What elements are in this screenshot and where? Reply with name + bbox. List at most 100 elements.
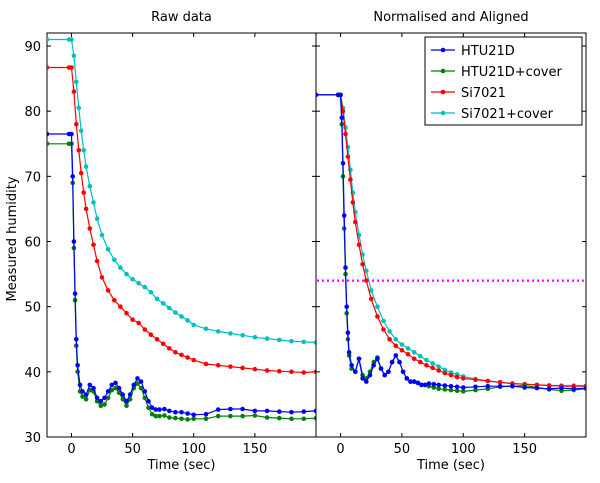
data-point — [130, 277, 135, 282]
data-point — [387, 337, 392, 342]
data-point — [142, 395, 148, 401]
data-point — [389, 359, 395, 365]
data-point — [264, 415, 270, 420]
data-point — [76, 148, 82, 153]
data-point — [87, 382, 93, 388]
series-line-si7021-plus-cover — [47, 38, 316, 344]
data-point — [136, 320, 141, 326]
series-line-htu21d-plus-cover — [47, 143, 316, 421]
data-point — [497, 380, 503, 385]
data-point — [546, 383, 552, 388]
data-point — [382, 372, 388, 378]
data-point — [473, 377, 478, 383]
data-point — [360, 376, 365, 381]
data-point — [167, 415, 172, 420]
data-point — [47, 65, 50, 70]
data-point — [149, 405, 155, 411]
x-tick-label: 100 — [451, 442, 476, 457]
data-point — [454, 374, 460, 380]
legend-item-htu21d: HTU21D — [431, 44, 515, 59]
data-point — [162, 413, 167, 418]
data-point — [135, 376, 140, 381]
data-point — [120, 392, 126, 397]
data-point — [381, 318, 386, 324]
data-point — [98, 398, 104, 404]
data-point — [301, 370, 307, 375]
data-point — [94, 395, 100, 401]
data-point — [228, 364, 233, 369]
data-point — [252, 413, 258, 418]
data-point — [404, 376, 410, 381]
data-point — [344, 304, 350, 310]
data-point — [70, 174, 75, 179]
data-point — [153, 413, 159, 419]
data-point — [448, 372, 454, 378]
data-point — [393, 343, 399, 349]
legend-label: Si7021+cover — [461, 107, 554, 122]
data-point — [203, 326, 209, 332]
data-point — [349, 363, 354, 368]
legend-label: Si7021 — [461, 86, 506, 101]
data-point — [72, 291, 78, 296]
data-point — [69, 131, 74, 137]
data-point — [461, 385, 466, 390]
data-point — [83, 396, 89, 402]
data-point — [313, 340, 316, 345]
data-point — [80, 394, 85, 399]
data-point — [94, 216, 100, 221]
data-point — [116, 385, 122, 391]
data-point — [277, 415, 282, 421]
data-point — [313, 369, 316, 375]
data-point — [343, 131, 348, 137]
data-point — [83, 164, 89, 169]
data-point — [215, 407, 221, 412]
data-point — [71, 89, 77, 94]
data-point — [252, 366, 258, 372]
data-point — [341, 213, 347, 218]
legend-swatch-marker — [440, 68, 446, 74]
data-point — [124, 398, 129, 404]
data-point — [424, 357, 429, 363]
legend-item-si7021-plus-cover: Si7021+cover — [431, 107, 554, 122]
data-point — [135, 381, 140, 386]
data-point — [448, 383, 454, 389]
data-point — [264, 408, 270, 414]
data-point — [215, 363, 221, 368]
data-point — [448, 387, 454, 393]
data-point — [118, 304, 123, 310]
data-point — [397, 359, 402, 365]
data-point — [424, 363, 429, 368]
data-point — [313, 408, 316, 414]
data-point — [127, 392, 133, 397]
data-point — [240, 413, 245, 419]
series-line-si7021-plus-cover — [316, 94, 586, 387]
plot-frame — [46, 32, 317, 438]
data-point — [252, 335, 258, 340]
legend-box — [424, 36, 583, 126]
data-point — [173, 310, 178, 315]
data-point — [148, 332, 154, 338]
panel-raw-data: 0 50 100 150 30 40 50 60 70 80 90 Raw data Time (sec… — [24, 10, 317, 473]
data-point — [179, 416, 184, 422]
data-point — [497, 383, 503, 389]
data-point — [160, 301, 166, 306]
data-point — [124, 403, 129, 409]
data-point — [418, 353, 423, 359]
data-point — [289, 409, 294, 415]
data-point — [105, 395, 111, 401]
data-point — [375, 304, 380, 310]
data-point — [228, 406, 233, 412]
data-point — [436, 382, 442, 388]
data-point — [69, 37, 74, 42]
data-point — [393, 353, 399, 358]
data-point — [228, 331, 233, 336]
series-line-htu21d — [316, 94, 586, 390]
data-point — [191, 322, 196, 328]
data-point — [348, 177, 353, 182]
data-point — [350, 200, 356, 205]
data-point — [415, 380, 421, 386]
data-point — [426, 381, 432, 386]
data-point — [113, 385, 118, 391]
data-point — [353, 369, 358, 375]
